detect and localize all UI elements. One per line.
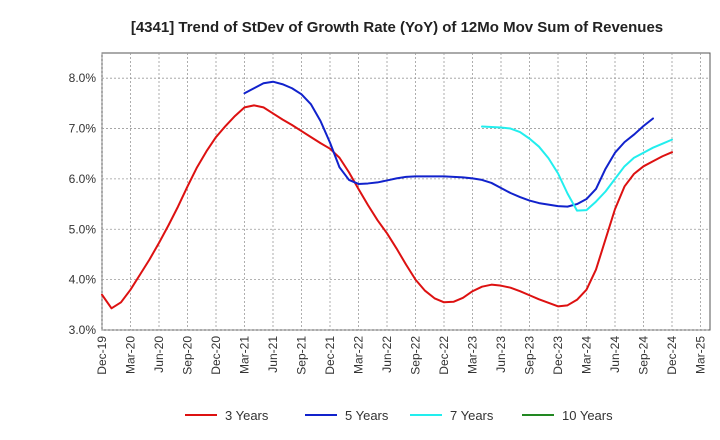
x-tick-label: Mar-23 bbox=[466, 336, 480, 374]
legend-label-3-years: 3 Years bbox=[225, 408, 269, 423]
y-tick-label: 5.0% bbox=[69, 222, 97, 236]
x-tick-label: Sep-24 bbox=[637, 336, 651, 375]
x-tick-label: Dec-20 bbox=[209, 336, 223, 375]
series-line-3-years bbox=[101, 104, 673, 310]
series-line-7-years bbox=[481, 125, 673, 212]
x-tick-label: Dec-23 bbox=[551, 336, 565, 375]
x-tick-label: Dec-21 bbox=[323, 336, 337, 375]
legend-label-7-years: 7 Years bbox=[450, 408, 494, 423]
y-tick-label: 4.0% bbox=[69, 273, 97, 287]
legend-label-10-years: 10 Years bbox=[562, 408, 613, 423]
x-tick-label: Mar-24 bbox=[580, 336, 594, 374]
x-tick-label: Mar-20 bbox=[124, 336, 138, 374]
x-tick-label: Dec-19 bbox=[95, 336, 109, 375]
x-tick-label: Jun-24 bbox=[608, 336, 622, 373]
y-tick-label: 6.0% bbox=[69, 172, 97, 186]
x-tick-label: Mar-25 bbox=[694, 336, 708, 374]
x-tick-label: Sep-23 bbox=[523, 336, 537, 375]
y-tick-label: 7.0% bbox=[69, 122, 97, 136]
x-tick-label: Dec-24 bbox=[665, 336, 679, 375]
series-lines bbox=[101, 80, 673, 310]
x-tick-label: Mar-22 bbox=[352, 336, 366, 374]
x-tick-label: Jun-22 bbox=[380, 336, 394, 373]
y-tick-label: 3.0% bbox=[69, 323, 97, 337]
legend: 3 Years 5 Years 7 Years 10 Years bbox=[185, 408, 613, 423]
x-tick-label: Jun-23 bbox=[494, 336, 508, 373]
plot-area bbox=[101, 52, 711, 331]
grid-lines bbox=[101, 53, 710, 331]
x-tick-label: Sep-21 bbox=[295, 336, 309, 375]
x-tick-label: Sep-20 bbox=[181, 336, 195, 375]
x-tick-label: Dec-22 bbox=[437, 336, 451, 375]
x-tick-label: Jun-21 bbox=[266, 336, 280, 373]
x-axis-ticks: Dec-19 Mar-20 Jun-20 Sep-20 Dec-20 Mar-21 Jun-… bbox=[95, 336, 708, 375]
x-tick-label: Jun-20 bbox=[152, 336, 166, 373]
x-tick-label: Sep-22 bbox=[409, 336, 423, 375]
chart-title: [4341] Trend of StDev of Growth Rate (Yo… bbox=[131, 19, 663, 36]
y-axis-ticks: 3.0% 4.0% 5.0% 6.0% 7.0% 8.0% bbox=[69, 71, 97, 337]
legend-label-5-years: 5 Years bbox=[345, 408, 389, 423]
y-tick-label: 8.0% bbox=[69, 71, 97, 85]
series-line-5-years bbox=[243, 80, 654, 208]
x-tick-label: Mar-21 bbox=[238, 336, 252, 374]
